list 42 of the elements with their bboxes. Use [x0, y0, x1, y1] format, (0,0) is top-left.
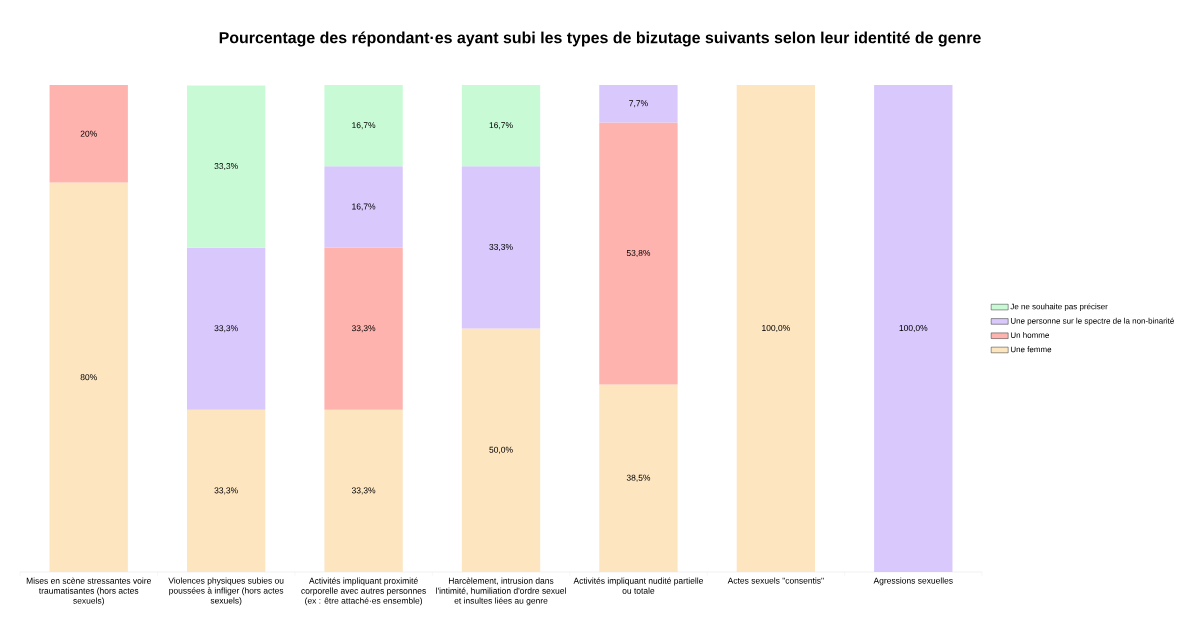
data-label: 38,5%: [626, 474, 651, 482]
data-label: 7,7%: [629, 100, 648, 108]
data-label: 100,0%: [762, 325, 790, 332]
data-label: 33,3%: [489, 243, 513, 251]
x-tick-label: Mises en scène stressantes voire traumatisantes (hors actes sexuels): [26, 577, 151, 606]
x-tick-label: Harcèlement, intrusion dans l'intimité, humiliation d'ordre sexuel et insultes liées au genre: [436, 577, 566, 606]
data-label: 16,7%: [352, 203, 376, 211]
bar: [874, 84, 953, 572]
x-tick-label: Agressions sexuelles: [873, 577, 953, 586]
bar: [599, 122, 678, 385]
bar: [324, 166, 403, 248]
bar: [49, 84, 128, 183]
data-label: 16,7%: [489, 122, 513, 130]
data-label: 53,8%: [626, 250, 651, 257]
bar: [324, 409, 403, 572]
bar: [324, 247, 403, 410]
bar: [186, 409, 266, 572]
data-label: 33,3%: [351, 325, 376, 333]
data-label: 80%: [80, 374, 97, 381]
data-label: 50,0%: [489, 446, 513, 454]
x-tick-label: Activités impliquant nudité partielle ou totale: [573, 577, 703, 594]
x-tick-label: Activités impliquant proximité corporelle avec autres personnes (ex : être attaché·es ensemble): [301, 577, 426, 606]
data-label: 16,7%: [352, 122, 376, 130]
x-tick-label: Actes sexuels "consentis": [727, 577, 824, 584]
bar: [49, 182, 128, 572]
chart-title: Pourcentage des répondant·es ayant subi les types de bizutage suivants selon leur identité de genre: [219, 31, 981, 47]
data-label: 100,0%: [899, 325, 928, 332]
bar: [461, 328, 541, 572]
x-tick-label: Violences physiques subies ou poussées à infliger (hors actes sexuels): [168, 577, 284, 606]
bar: [599, 384, 678, 572]
bar: [324, 84, 403, 167]
bar: [461, 166, 541, 329]
bar: [186, 247, 266, 410]
bar: [186, 85, 266, 248]
bar: [736, 84, 816, 572]
data-label: 33,3%: [214, 487, 238, 495]
bar: [599, 84, 678, 123]
data-label: 20%: [80, 130, 97, 137]
bar: [461, 84, 541, 167]
data-label: 33,3%: [214, 325, 238, 333]
data-label: 33,3%: [351, 487, 376, 495]
data-label: 33,3%: [214, 163, 238, 171]
